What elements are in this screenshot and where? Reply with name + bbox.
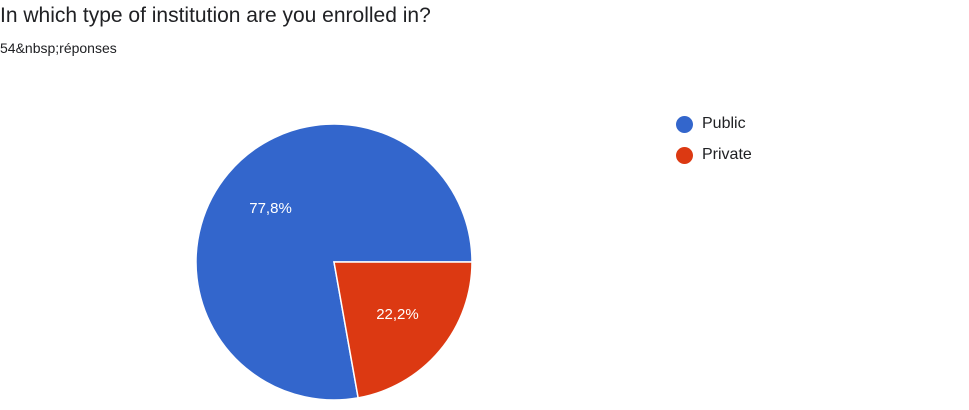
- legend-item-private[interactable]: Private: [676, 144, 752, 166]
- response-count: 54&nbsp;réponses: [0, 40, 117, 56]
- slice-label-private: 22,2%: [376, 306, 419, 323]
- legend-label-public: Public: [702, 115, 746, 132]
- legend-swatch-public: [676, 115, 693, 133]
- chart-title: In which type of institution are you enr…: [0, 4, 431, 27]
- legend-swatch-private: [676, 146, 693, 164]
- slice-label-public: 77,8%: [249, 200, 292, 217]
- chart-legend: Public Private: [676, 113, 752, 175]
- legend-label-private: Private: [702, 146, 752, 163]
- legend-item-public[interactable]: Public: [676, 113, 752, 135]
- pie-slice-private[interactable]: [333, 261, 473, 399]
